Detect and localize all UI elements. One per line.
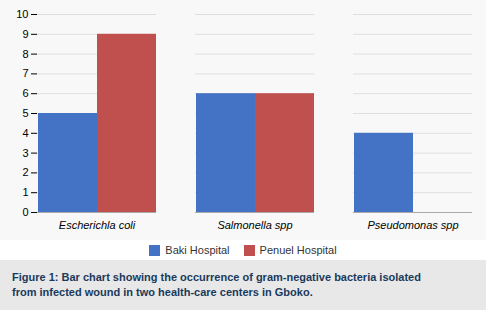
svg-text:3: 3 <box>22 147 28 159</box>
svg-text:9: 9 <box>22 28 28 40</box>
svg-text:5: 5 <box>22 107 28 119</box>
html-text:Baki Hospital: Baki Hospital <box>165 243 230 256</box>
svg-text:Escherichla coli: Escherichla coli <box>59 219 136 231</box>
svg-text:6: 6 <box>22 87 28 99</box>
html-text:Penuel Hospital: Penuel Hospital <box>259 243 337 256</box>
svg-text:8: 8 <box>22 48 28 60</box>
svg-text:4: 4 <box>22 127 28 139</box>
svg-text:Pseudomonas spp: Pseudomonas spp <box>367 219 458 231</box>
svg-text:10: 10 <box>16 8 28 20</box>
svg-text:7: 7 <box>22 67 28 79</box>
svg-text:Salmonella spp: Salmonella spp <box>217 219 292 231</box>
html-text:from infected wound in two hea: from infected wound in two health-care c… <box>12 286 313 298</box>
svg-text:1: 1 <box>22 186 28 198</box>
svg-text:2: 2 <box>22 166 28 178</box>
html-text:Figure 1: Bar chart showing th: Figure 1: Bar chart showing the occurren… <box>12 271 421 283</box>
svg-text:0: 0 <box>22 206 28 218</box>
